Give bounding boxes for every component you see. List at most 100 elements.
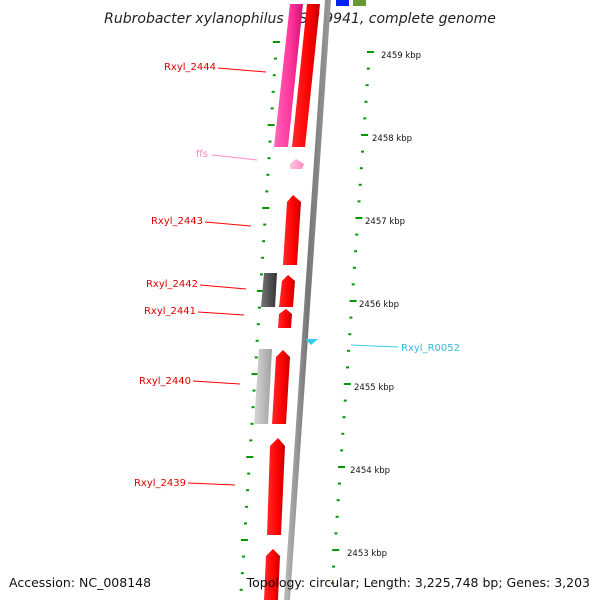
outer-tick-major [361,134,369,136]
top-olive-gene [353,0,366,6]
topology-text: Topology: circular; Length: 3,225,748 bp… [246,575,590,590]
inner-tick-major [251,373,259,375]
connector-ffs [211,154,258,161]
outer-tick [351,283,355,286]
inner-tick-major [256,290,264,292]
gene-ffs [290,159,304,169]
outer-tick [364,100,368,103]
outer-tick-major [338,466,345,468]
gene-rxyl-2442-gray [261,273,277,307]
connector-rxyl-2444 [217,67,267,73]
outer-tick [340,449,344,452]
top-blue-gene [336,0,349,6]
outer-tick-track [330,51,374,585]
outer-tick-major [349,300,357,302]
connector-rxyl-2440 [192,380,241,385]
outer-tick-major [343,383,351,385]
gene-rxyl-2440-gray [254,349,272,424]
label-rxyl-2442: Rxyl_2442 [146,279,198,290]
inner-tick [263,223,267,226]
inner-tick [268,140,272,143]
outer-tick [358,183,362,186]
inner-tick [267,157,271,160]
outer-tick [361,150,364,153]
inner-tick [262,240,266,243]
gene-rxyl-2443 [283,195,301,265]
label-rxyl-2441: Rxyl_2441 [144,306,196,317]
gene-rxyl-2442 [279,275,295,307]
kbp-label-2454: 2454 kbp [350,466,390,476]
outer-tick [349,316,353,319]
outer-tick [341,432,345,435]
inner-tick [266,173,270,176]
gene-rxyl-2441 [278,309,292,328]
outer-tick [337,482,341,485]
inner-tick [271,90,275,93]
outer-tick [335,515,339,518]
outer-tick [366,67,370,70]
outer-tick [332,565,336,568]
outer-tick [354,250,358,253]
outer-tick [348,333,352,336]
genome-backbone [284,0,331,600]
gene-rxyl-2439 [267,438,285,535]
inner-tick [261,256,265,259]
outer-tick [346,366,349,369]
outer-tick [334,532,338,535]
kbp-label-2456: 2456 kbp [359,300,399,310]
outer-tick-major [355,217,363,219]
outer-tick [347,349,351,352]
inner-tick-major [240,539,248,541]
outer-tick-major [366,51,374,53]
label-rxyl-r0052: Rxyl_R0052 [401,343,460,354]
label-rxyl-2439: Rxyl_2439 [134,478,186,489]
outer-tick [342,416,346,419]
label-rxyl-2444: Rxyl_2444 [164,62,216,73]
gene-rxyl-r0052 [305,339,318,345]
inner-tick [244,522,247,525]
inner-tick [247,472,251,475]
kbp-label-2459: 2459 kbp [381,51,421,61]
gene-rxyl-2444 [292,4,320,147]
inner-tick [255,339,259,342]
outer-tick [336,499,340,502]
inner-tick-major [246,456,254,458]
inner-tick [245,505,249,508]
inner-tick [254,356,258,359]
connector-rxyl-r0052 [350,344,399,348]
label-ffs: ffs [196,149,208,160]
outer-tick [365,84,369,87]
outer-tick [357,200,361,203]
inner-tick-major [262,207,270,209]
accession-text: Accession: NC_008148 [9,575,151,590]
outer-tick [343,399,347,402]
gene-bottom-partial [264,549,280,600]
connector-rxyl-2439 [187,482,236,486]
inner-tick [265,190,269,193]
inner-tick [250,422,254,425]
inner-tick-track [239,41,280,591]
inner-tick [270,107,274,110]
outer-tick-major [332,549,340,551]
inner-tick [260,273,263,276]
gene-rxyl-2444-pink [274,4,303,147]
inner-tick [241,555,245,558]
outer-tick [355,233,359,236]
connector-rxyl-2443 [204,221,252,227]
gene-rxyl-2440 [272,350,290,424]
inner-tick [257,306,261,309]
inner-tick [239,588,243,591]
outer-tick [330,582,334,585]
outer-tick [352,266,356,269]
outer-tick [363,117,367,120]
inner-tick [246,489,250,492]
inner-tick-major [272,41,280,43]
inner-tick [240,572,244,575]
kbp-label-2455: 2455 kbp [354,383,394,393]
connector-rxyl-2441 [197,311,245,316]
inner-tick [251,406,255,409]
kbp-label-2453: 2453 kbp [347,549,387,559]
connector-rxyl-2442 [199,284,247,290]
inner-tick [272,74,276,77]
